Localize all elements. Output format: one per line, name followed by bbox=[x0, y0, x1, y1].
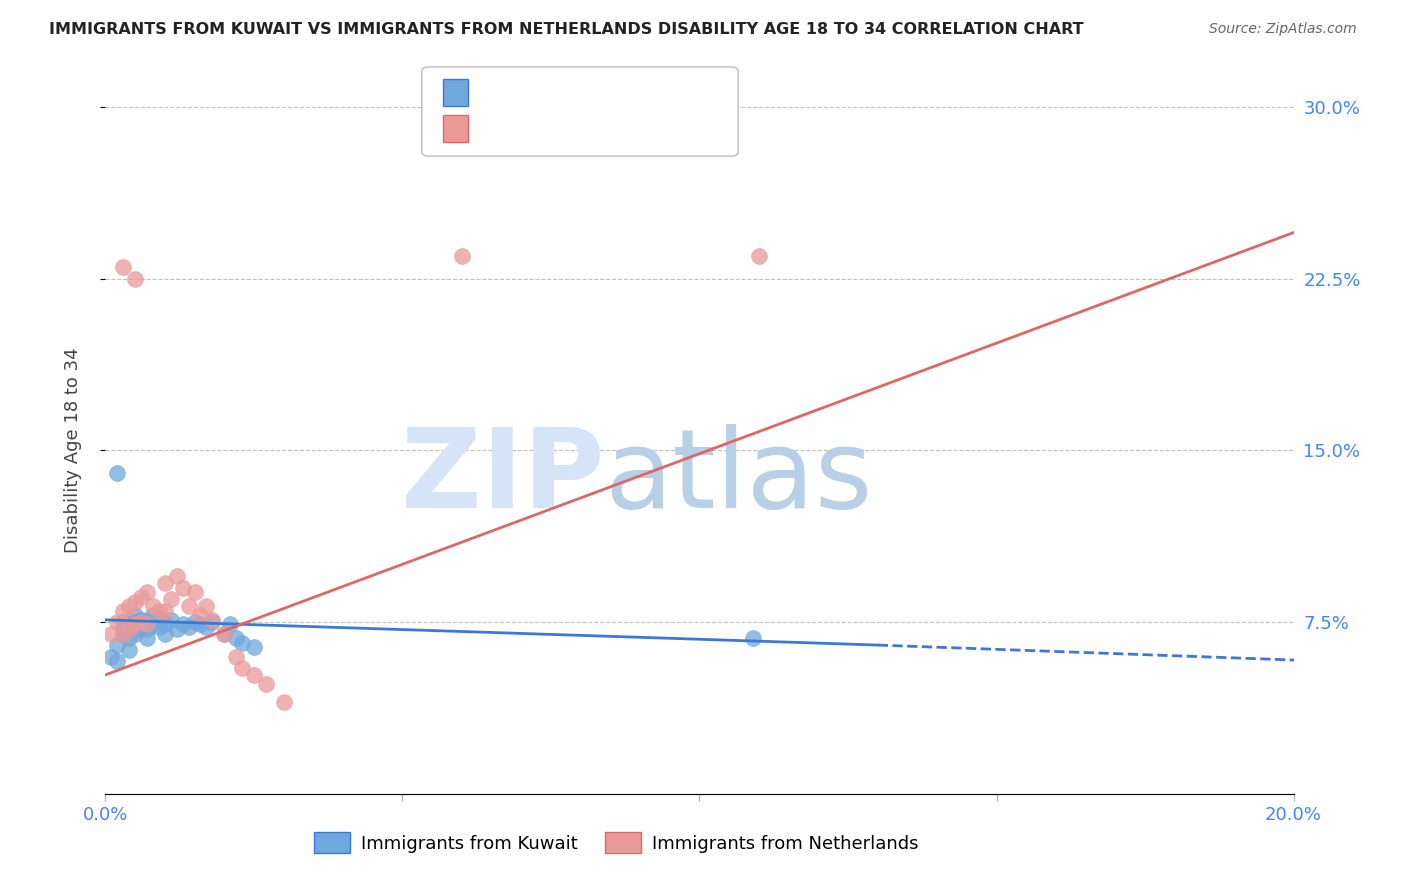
Point bbox=[195, 620, 218, 634]
Point bbox=[124, 608, 146, 623]
Text: ZIP: ZIP bbox=[401, 425, 605, 532]
Point bbox=[118, 622, 141, 636]
Point bbox=[124, 615, 146, 630]
Point bbox=[129, 613, 152, 627]
Point bbox=[105, 654, 128, 668]
Point bbox=[214, 626, 236, 640]
Text: N =: N = bbox=[583, 120, 623, 137]
Text: R =: R = bbox=[475, 120, 513, 137]
Point bbox=[153, 604, 176, 618]
Point bbox=[153, 617, 176, 632]
Point bbox=[118, 599, 141, 614]
Point bbox=[118, 631, 141, 645]
Point bbox=[153, 626, 176, 640]
Point bbox=[195, 599, 218, 614]
Point bbox=[153, 576, 176, 591]
Point bbox=[166, 622, 188, 636]
Text: 38: 38 bbox=[619, 84, 643, 102]
Point bbox=[201, 615, 224, 630]
Point bbox=[177, 620, 200, 634]
Point bbox=[231, 636, 253, 650]
Text: IMMIGRANTS FROM KUWAIT VS IMMIGRANTS FROM NETHERLANDS DISABILITY AGE 18 TO 34 CO: IMMIGRANTS FROM KUWAIT VS IMMIGRANTS FRO… bbox=[49, 22, 1084, 37]
Point bbox=[219, 617, 242, 632]
Point bbox=[136, 622, 159, 636]
Point bbox=[136, 613, 159, 627]
Point bbox=[172, 581, 194, 595]
Point bbox=[105, 638, 128, 652]
Point bbox=[129, 615, 152, 630]
Y-axis label: Disability Age 18 to 34: Disability Age 18 to 34 bbox=[63, 348, 82, 553]
Point bbox=[142, 599, 165, 614]
Point bbox=[183, 585, 205, 599]
Point bbox=[243, 640, 266, 655]
Point bbox=[190, 608, 212, 623]
Point bbox=[172, 617, 194, 632]
Point bbox=[254, 677, 277, 691]
Point bbox=[177, 599, 200, 614]
Point bbox=[748, 249, 770, 263]
Point bbox=[105, 615, 128, 630]
Text: R =: R = bbox=[475, 84, 513, 102]
Point bbox=[190, 617, 212, 632]
Point bbox=[136, 617, 159, 632]
Point bbox=[225, 649, 247, 664]
Text: 34: 34 bbox=[619, 120, 643, 137]
Point bbox=[112, 615, 135, 630]
Point bbox=[118, 642, 141, 657]
Point bbox=[124, 617, 146, 632]
Text: -0.179: -0.179 bbox=[510, 84, 572, 102]
Point bbox=[450, 249, 472, 263]
Point bbox=[148, 604, 170, 618]
Point bbox=[231, 661, 253, 675]
Text: 0.489: 0.489 bbox=[510, 120, 565, 137]
Point bbox=[159, 592, 181, 607]
Point bbox=[112, 626, 135, 640]
Point bbox=[166, 569, 188, 583]
Point bbox=[214, 626, 236, 640]
Point bbox=[201, 613, 224, 627]
Point bbox=[148, 620, 170, 634]
Point bbox=[225, 631, 247, 645]
Point bbox=[124, 626, 146, 640]
Point bbox=[148, 610, 170, 624]
Point bbox=[742, 631, 765, 645]
Point bbox=[112, 626, 135, 640]
Point bbox=[243, 668, 266, 682]
Point bbox=[112, 260, 135, 275]
Text: N =: N = bbox=[583, 84, 623, 102]
Point bbox=[112, 622, 135, 636]
Point bbox=[159, 613, 181, 627]
Point bbox=[142, 617, 165, 632]
Point bbox=[124, 594, 146, 608]
Point bbox=[183, 615, 205, 630]
Point bbox=[112, 604, 135, 618]
Point bbox=[273, 695, 295, 709]
Point bbox=[124, 271, 146, 285]
Text: Source: ZipAtlas.com: Source: ZipAtlas.com bbox=[1209, 22, 1357, 37]
Point bbox=[100, 626, 122, 640]
Point bbox=[129, 590, 152, 604]
Text: atlas: atlas bbox=[605, 425, 873, 532]
Point bbox=[136, 631, 159, 645]
Point bbox=[100, 649, 122, 664]
Point bbox=[142, 608, 165, 623]
Point bbox=[129, 622, 152, 636]
Point bbox=[118, 622, 141, 636]
Point bbox=[136, 585, 159, 599]
Point bbox=[105, 467, 128, 481]
Legend: Immigrants from Kuwait, Immigrants from Netherlands: Immigrants from Kuwait, Immigrants from … bbox=[307, 825, 925, 861]
